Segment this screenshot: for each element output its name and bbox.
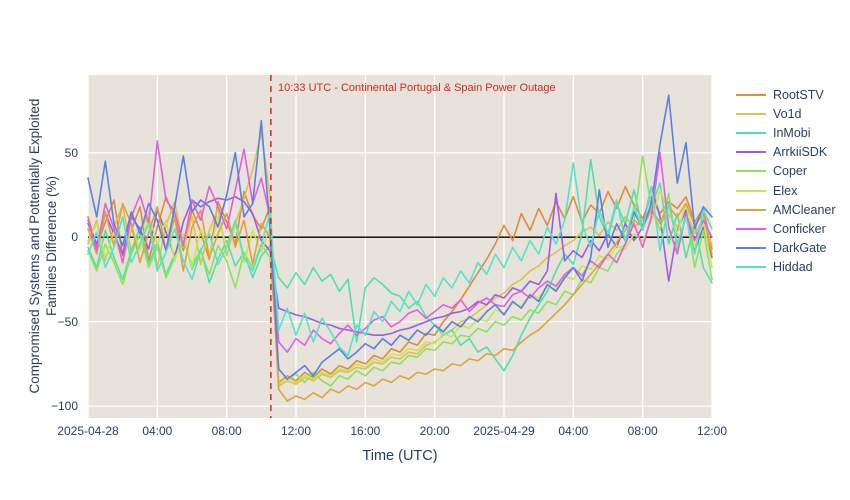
legend-line-swatch bbox=[736, 227, 766, 230]
legend-item-ArrkiiSDK[interactable]: ArrkiiSDK bbox=[736, 143, 836, 162]
x-tick-label: 08:00 bbox=[627, 424, 658, 438]
legend-label: Vo1d bbox=[773, 106, 802, 121]
legend-item-Elex[interactable]: Elex bbox=[736, 181, 836, 200]
legend-item-Conficker[interactable]: Conficker bbox=[736, 219, 836, 238]
x-tick-label: 08:00 bbox=[211, 424, 242, 438]
legend-line-swatch bbox=[736, 131, 766, 134]
legend-label: Elex bbox=[773, 183, 798, 198]
legend: RootSTV Vo1d InMobi ArrkiiSDK Coper Elex AMCle… bbox=[736, 85, 836, 277]
x-tick-label: 12:00 bbox=[696, 424, 728, 438]
legend-label: RootSTV bbox=[773, 87, 824, 102]
legend-line-swatch bbox=[736, 208, 766, 211]
series-line-Elex[interactable] bbox=[87, 189, 713, 386]
series-line-InMobi[interactable] bbox=[87, 158, 713, 372]
y-tick-label: 50 bbox=[64, 145, 78, 160]
y-axis-title-line2: Families Difference (%) bbox=[44, 175, 59, 317]
legend-label: Coper bbox=[773, 164, 808, 179]
x-tick-label: 04:00 bbox=[558, 424, 589, 438]
legend-label: AMCleaner bbox=[773, 202, 836, 217]
legend-line-swatch bbox=[736, 247, 766, 250]
y-tick-label: −50 bbox=[57, 314, 78, 329]
series-line-Hiddad[interactable] bbox=[87, 162, 713, 357]
legend-label: InMobi bbox=[773, 125, 811, 140]
legend-line-swatch bbox=[736, 189, 766, 192]
legend-item-InMobi[interactable]: InMobi bbox=[736, 123, 836, 142]
x-tick-label: 12:00 bbox=[280, 424, 312, 438]
x-axis-title: Time (UTC) bbox=[362, 448, 438, 464]
legend-item-RootSTV[interactable]: RootSTV bbox=[736, 85, 836, 104]
legend-label: Hiddad bbox=[773, 260, 813, 275]
series-line-Vo1d[interactable] bbox=[87, 131, 713, 387]
legend-item-DarkGate[interactable]: DarkGate bbox=[736, 239, 836, 258]
legend-line-swatch bbox=[736, 266, 766, 269]
x-tick-label: 2025-04-28 bbox=[57, 424, 119, 438]
legend-item-Hiddad[interactable]: Hiddad bbox=[736, 258, 836, 277]
legend-label: Conficker bbox=[773, 221, 826, 236]
x-tick-label: 2025-04-29 bbox=[473, 424, 535, 438]
event-annotation: 10:33 UTC - Continental Portugal & Spain… bbox=[278, 82, 556, 94]
legend-item-Vo1d[interactable]: Vo1d bbox=[736, 104, 836, 123]
x-tick-label: 20:00 bbox=[419, 424, 450, 438]
series-line-DarkGate[interactable] bbox=[87, 94, 713, 380]
legend-label: ArrkiiSDK bbox=[773, 145, 828, 160]
legend-item-Coper[interactable]: Coper bbox=[736, 162, 836, 181]
legend-line-swatch bbox=[736, 93, 766, 96]
x-tick-label: 16:00 bbox=[350, 424, 381, 438]
legend-line-swatch bbox=[736, 151, 766, 154]
series-line-Conficker[interactable] bbox=[87, 140, 713, 353]
legend-line-swatch bbox=[736, 112, 766, 115]
y-axis-title-line1: Compromised Systems and Pottentially Exp… bbox=[27, 98, 42, 394]
y-tick-label: −100 bbox=[50, 399, 78, 414]
x-tick-label: 04:00 bbox=[142, 424, 173, 438]
legend-line-swatch bbox=[736, 170, 766, 173]
legend-item-AMCleaner[interactable]: AMCleaner bbox=[736, 200, 836, 219]
legend-label: DarkGate bbox=[773, 241, 827, 256]
y-tick-label: 0 bbox=[71, 230, 78, 245]
